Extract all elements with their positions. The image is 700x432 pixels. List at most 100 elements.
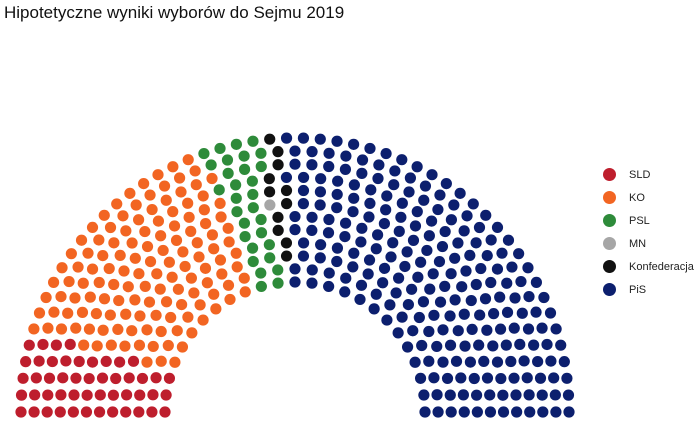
seat-pis <box>487 340 499 352</box>
seat-pis <box>544 307 557 319</box>
seat-pis <box>402 298 414 311</box>
seat-pis <box>363 211 375 223</box>
seat-sld <box>107 406 119 418</box>
seat-psl <box>247 255 259 268</box>
seat-ko <box>48 306 60 318</box>
seat-ko <box>98 293 111 305</box>
seat-pis <box>289 263 301 275</box>
seat-pis <box>439 225 451 238</box>
seat-konfederacja <box>263 173 275 185</box>
seat-pis <box>449 252 461 264</box>
seat-sld <box>107 389 120 401</box>
legend-label: Konfederacja <box>629 260 694 273</box>
seat-ko <box>133 339 146 351</box>
seat-ko <box>105 339 117 351</box>
legend-item-sld: SLD <box>603 163 694 186</box>
seat-ko <box>78 339 90 351</box>
seat-ko <box>155 355 167 367</box>
seat-ko <box>214 254 227 266</box>
seat-ko <box>108 237 120 249</box>
seat-sld <box>41 406 53 418</box>
seat-pis <box>297 171 310 184</box>
seat-ko <box>230 247 242 259</box>
seat-ko <box>198 204 210 216</box>
seat-ko <box>42 322 54 334</box>
seat-pis <box>348 247 360 259</box>
seat-ko <box>103 262 115 275</box>
seat-ko <box>157 244 169 257</box>
seat-pis <box>481 250 493 262</box>
legend-swatch <box>603 214 616 227</box>
seat-ko <box>134 310 146 322</box>
seat-pis <box>347 206 359 218</box>
seat-sld <box>23 339 35 351</box>
seat-sld <box>134 389 146 401</box>
seat-pis <box>452 325 464 337</box>
seat-sld <box>15 389 28 401</box>
seat-psl <box>222 167 234 179</box>
seat-pis <box>434 296 447 308</box>
seat-ko <box>162 339 174 352</box>
seat-pis <box>418 194 430 206</box>
seat-sld <box>55 389 67 401</box>
seat-pis <box>563 406 575 418</box>
seat-ko <box>139 225 151 238</box>
seat-pis <box>419 406 431 418</box>
seat-pis <box>340 272 352 284</box>
seat-sld <box>146 406 158 418</box>
seat-sld <box>133 406 145 418</box>
seat-psl <box>239 231 251 243</box>
seat-ko <box>152 169 164 181</box>
legend-swatch <box>603 191 616 204</box>
seat-ko <box>171 325 183 337</box>
seat-sld <box>54 406 66 418</box>
seat-pis <box>440 177 452 190</box>
seat-ko <box>176 341 189 353</box>
seat-psl <box>238 217 251 229</box>
seat-pis <box>466 323 478 335</box>
seat-ko <box>124 187 136 199</box>
seat-sld <box>86 356 99 368</box>
seat-ko <box>144 189 156 201</box>
seat-pis <box>473 339 485 351</box>
seat-psl <box>230 192 242 204</box>
seat-ko <box>129 252 141 264</box>
seat-ko <box>155 325 167 338</box>
seat-sld <box>37 338 49 351</box>
seat-pis <box>289 145 301 157</box>
seat-sld <box>94 389 106 401</box>
seat-ko <box>33 307 46 319</box>
seat-ko <box>97 250 109 262</box>
seat-sld <box>159 406 171 418</box>
seat-pis <box>524 406 536 418</box>
seat-pis <box>452 237 464 249</box>
seat-pis <box>528 339 540 351</box>
seat-ko <box>119 340 131 352</box>
seat-pis <box>458 308 470 320</box>
seat-pis <box>514 338 526 350</box>
seat-ko <box>167 161 179 173</box>
seat-pis <box>460 265 472 277</box>
seat-pis <box>433 256 446 268</box>
seat-pis <box>484 389 496 401</box>
legend-swatch <box>603 168 616 181</box>
seat-ko <box>179 260 191 273</box>
seat-pis <box>537 406 549 418</box>
seat-sld <box>114 356 126 368</box>
seat-ko <box>223 236 235 248</box>
seat-pis <box>354 293 366 306</box>
seat-pis <box>444 339 457 351</box>
seat-psl <box>247 202 259 214</box>
legend-label: PSL <box>629 214 650 227</box>
seat-pis <box>403 186 415 198</box>
seat-sld <box>120 406 132 418</box>
seat-psl <box>205 159 217 171</box>
seat-pis <box>549 389 561 401</box>
seat-pis <box>470 389 483 401</box>
seat-sld <box>73 355 85 368</box>
seat-ko <box>77 277 89 289</box>
seat-pis <box>406 283 418 295</box>
seat-ko <box>91 340 103 352</box>
seat-pis <box>501 306 514 318</box>
seat-pis <box>418 389 430 401</box>
